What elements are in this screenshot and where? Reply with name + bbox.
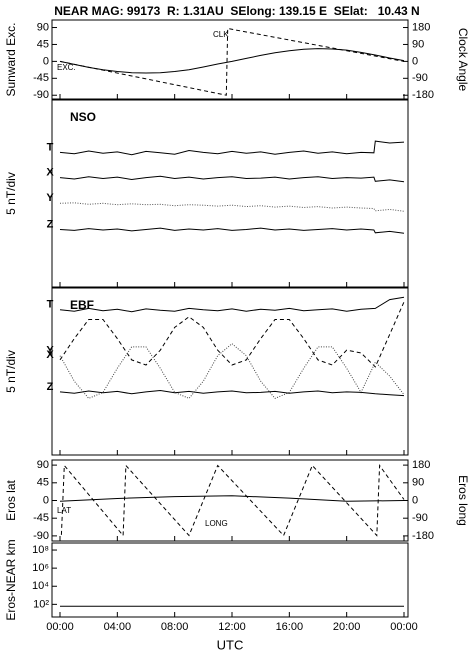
y-tick-label: 0 bbox=[43, 55, 49, 67]
trace bbox=[59, 343, 405, 400]
y-tick-label: 90 bbox=[37, 21, 49, 33]
x-tick-label: 00:00 bbox=[46, 621, 74, 633]
trace bbox=[59, 227, 405, 234]
y-axis-label: Sunward Exc. bbox=[4, 22, 18, 96]
panel-frame bbox=[51, 459, 409, 542]
x-axis-label: UTC bbox=[217, 637, 244, 652]
x-tick-label: 12:00 bbox=[218, 621, 246, 633]
y-tick-label: 45 bbox=[37, 477, 49, 489]
trace-label: Z bbox=[47, 218, 54, 230]
y2-tick-label: -180 bbox=[412, 530, 434, 542]
y2-tick-label: 180 bbox=[412, 21, 430, 33]
panel-frame bbox=[51, 19, 409, 100]
y-tick-label: 10² bbox=[33, 598, 49, 610]
trace bbox=[59, 296, 405, 313]
trace-label: Y bbox=[46, 345, 54, 357]
trace-label: T bbox=[47, 141, 54, 153]
y2-tick-label: 90 bbox=[412, 38, 424, 50]
y-axis-label: 5 nT/div bbox=[4, 172, 18, 215]
trace-label: CLK bbox=[213, 30, 229, 39]
trace-label: LONG bbox=[205, 519, 228, 528]
x-tick-label: 08:00 bbox=[161, 621, 189, 633]
y2-tick-label: 90 bbox=[412, 477, 424, 489]
y-tick-label: -90 bbox=[33, 530, 49, 542]
y2-tick-label: 180 bbox=[412, 459, 430, 471]
trace bbox=[59, 301, 405, 368]
trace bbox=[59, 495, 405, 502]
panel-frame bbox=[51, 287, 409, 456]
trace bbox=[59, 27, 405, 96]
panel-frame bbox=[51, 99, 409, 288]
y-axis-label: Eros lat bbox=[4, 479, 18, 520]
trace bbox=[59, 202, 405, 212]
trace bbox=[59, 175, 405, 183]
trace-label: T bbox=[47, 299, 54, 311]
y2-tick-label: -90 bbox=[412, 512, 428, 524]
y-tick-label: 10⁸ bbox=[32, 544, 49, 556]
y-tick-label: -90 bbox=[33, 89, 49, 101]
trace-label: X bbox=[46, 167, 54, 179]
y2-axis-label: Eros long bbox=[456, 475, 470, 526]
trace-label: LAT bbox=[57, 506, 71, 515]
trace-label: EXC. bbox=[57, 63, 76, 72]
y-axis-label: 5 nT/div bbox=[4, 350, 18, 393]
y-tick-label: 10⁴ bbox=[32, 580, 49, 592]
trace bbox=[59, 389, 405, 397]
y2-tick-label: 0 bbox=[412, 55, 418, 67]
panel-frame bbox=[51, 542, 409, 618]
y2-tick-label: -180 bbox=[412, 89, 434, 101]
trace-label: Y bbox=[46, 192, 54, 204]
y2-tick-label: -90 bbox=[412, 72, 428, 84]
x-tick-label: 20:00 bbox=[333, 621, 361, 633]
trace bbox=[59, 140, 405, 156]
x-tick-label: 00:00 bbox=[390, 621, 418, 633]
x-tick-label: 04:00 bbox=[104, 621, 132, 633]
y2-tick-label: 0 bbox=[412, 494, 418, 506]
panel-title: NSO bbox=[70, 110, 96, 124]
trace bbox=[59, 48, 405, 74]
x-tick-label: 16:00 bbox=[276, 621, 304, 633]
y-tick-label: -45 bbox=[33, 72, 49, 84]
trace bbox=[60, 464, 405, 537]
y-tick-label: -45 bbox=[33, 512, 49, 524]
y-tick-label: 45 bbox=[37, 38, 49, 50]
trace-label: X bbox=[46, 349, 54, 361]
figure-title: NEAR MAG: 99173 R: 1.31AU SElong: 139.15… bbox=[54, 4, 419, 18]
y-tick-label: 0 bbox=[43, 494, 49, 506]
y-tick-label: 10⁶ bbox=[32, 562, 49, 574]
trace-label: Z bbox=[47, 381, 54, 393]
y-tick-label: 90 bbox=[37, 459, 49, 471]
y-axis-label: Eros-NEAR km bbox=[4, 539, 18, 620]
y2-axis-label: Clock Angle bbox=[456, 28, 470, 92]
